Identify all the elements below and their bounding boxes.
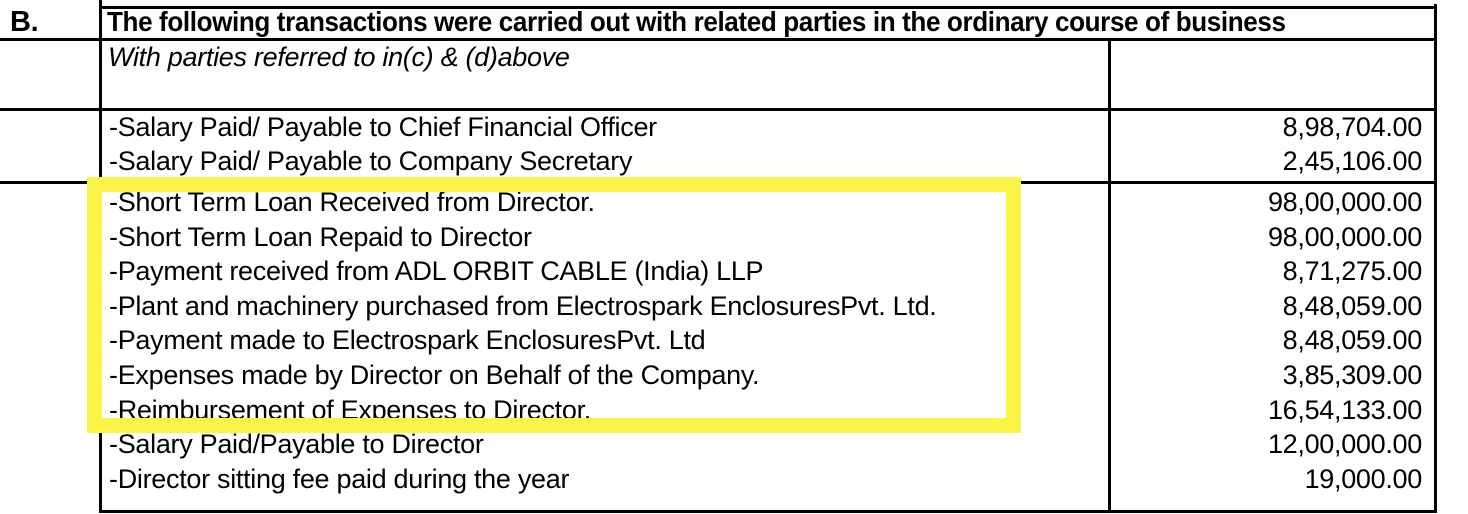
transaction-label: -Salary Paid/ Payable to Company Secreta… <box>109 146 633 176</box>
transaction-label: -Reimbursement of Expenses to Director. <box>109 394 591 425</box>
transaction-amount: 8,48,059.00 <box>1282 290 1423 321</box>
table-border-vertical-amount-column <box>1108 38 1111 513</box>
transaction-amount: 8,98,704.00 <box>1282 112 1423 142</box>
transaction-amount: 98,00,000.00 <box>1267 187 1422 217</box>
table-border-under-note <box>0 108 1437 111</box>
table-border-under-title <box>0 38 1437 41</box>
transaction-label: -Salary Paid/ Payable to Chief Financial… <box>109 112 657 142</box>
table-row: -Reimbursement of Expenses to Director. … <box>100 393 1435 428</box>
transaction-label: -Payment made to Electrospark Enclosures… <box>109 325 706 356</box>
table-row: -Payment made to Electrospark Enclosures… <box>100 323 1435 358</box>
transaction-amount: 8,71,275.00 <box>1282 256 1423 287</box>
transaction-label: -Expenses made by Director on Behalf of … <box>109 359 760 390</box>
transaction-amount: 3,85,309.00 <box>1282 359 1423 390</box>
transaction-label: -Plant and machinery purchased from Elec… <box>109 290 937 321</box>
table-border-top <box>99 6 1437 9</box>
section-label: B. <box>10 6 39 38</box>
table-row: -Short Term Loan Received from Director.… <box>100 185 1435 220</box>
transactions-group-top: -Salary Paid/ Payable to Chief Financial… <box>100 110 1435 178</box>
table-border-bottom <box>99 510 1437 513</box>
table-row: -Director sitting fee paid during the ye… <box>100 462 1435 497</box>
table-row: -Salary Paid/Payable to Director 12,00,0… <box>100 427 1435 462</box>
table-row: -Short Term Loan Repaid to Director 98,0… <box>100 220 1435 255</box>
transaction-amount: 12,00,000.00 <box>1267 429 1422 460</box>
transaction-label: -Payment received from ADL ORBIT CABLE (… <box>109 256 764 287</box>
transaction-label: -Director sitting fee paid during the ye… <box>109 463 570 494</box>
transaction-amount: 2,45,106.00 <box>1282 146 1423 176</box>
table-title: The following transactions were carried … <box>107 6 1286 37</box>
table-row: -Salary Paid/ Payable to Company Secreta… <box>100 144 1435 178</box>
table-row: -Plant and machinery purchased from Elec… <box>100 289 1435 324</box>
transaction-label: -Short Term Loan Repaid to Director <box>109 221 532 252</box>
table-row: -Payment received from ADL ORBIT CABLE (… <box>100 254 1435 289</box>
table-row: -Expenses made by Director on Behalf of … <box>100 358 1435 393</box>
transaction-amount: 19,000.00 <box>1304 463 1423 494</box>
table-row: -Salary Paid/ Payable to Chief Financial… <box>100 110 1435 144</box>
transaction-amount: 16,54,133.00 <box>1267 394 1422 425</box>
transaction-amount: 98,00,000.00 <box>1267 221 1422 252</box>
transaction-label: -Salary Paid/Payable to Director <box>109 429 484 460</box>
transactions-group-bottom: -Short Term Loan Received from Director.… <box>100 185 1435 496</box>
table-note: With parties referred to in(c) & (d)abov… <box>108 42 570 72</box>
table-border-mid <box>0 181 1437 184</box>
transaction-label: -Short Term Loan Received from Director. <box>109 187 595 217</box>
transaction-amount: 8,48,059.00 <box>1282 325 1423 356</box>
table-border-vertical-right <box>1434 4 1437 513</box>
